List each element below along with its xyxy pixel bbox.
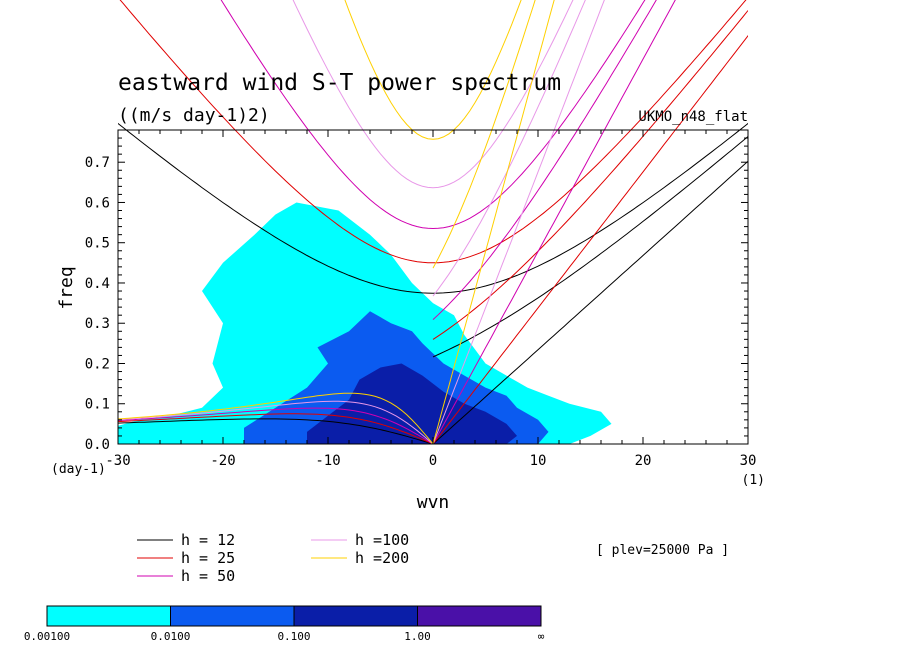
rossby-curve-h50 — [118, 407, 434, 444]
legend-label: h =200 — [355, 549, 409, 567]
mrg-curve-h25 — [432, 10, 748, 340]
rossby-curve-h12 — [118, 418, 434, 444]
legend-label: h =100 — [355, 531, 409, 549]
colorbar-label: 1.00 — [404, 630, 431, 643]
rossby-curve-h25 — [118, 413, 434, 444]
x-tick-label: 0 — [429, 453, 437, 469]
mrg-curve-h12 — [432, 136, 748, 358]
chart-title: eastward wind S-T power spectrum — [118, 70, 561, 96]
x-tick-label: 30 — [740, 453, 757, 469]
y-tick-label: 0.7 — [85, 155, 110, 171]
x-tick-label: -20 — [210, 453, 235, 469]
y-axis-label: freq — [56, 266, 77, 309]
y-tick-label: 0.5 — [85, 236, 110, 252]
y-tick-label: 0.3 — [85, 316, 110, 332]
kelvin-curve-h100 — [432, 0, 605, 444]
y-axis-unit: (day-1) — [51, 462, 106, 477]
model-label: UKMO_n48_flat — [638, 109, 748, 125]
x-axis-unit: (1) — [742, 473, 765, 488]
y-tick-label: 0.1 — [85, 397, 110, 413]
kelvin-curve-h25 — [432, 34, 748, 444]
x-tick-label: -10 — [315, 453, 340, 469]
legend-label: h = 25 — [181, 549, 235, 567]
x-axis-label: wvn — [417, 492, 450, 513]
colorbar-label: ∞ — [538, 630, 545, 643]
colorbar-swatch — [293, 605, 418, 627]
mrg-curve-h200 — [432, 0, 536, 269]
x-tick-label: 20 — [635, 453, 652, 469]
colorbar: 0.00100 0.0100 0.100 1.00 ∞ — [24, 605, 545, 643]
x-tick-label: -30 — [105, 453, 130, 469]
x-tick-label: 10 — [530, 453, 547, 469]
legend-label: h = 50 — [181, 567, 235, 585]
rossby-curve-h200 — [118, 392, 434, 444]
level-note: [ plev=25000 Pa ] — [596, 543, 729, 558]
dispersion-curves — [118, 0, 748, 444]
rossby-curve-h100 — [118, 400, 434, 444]
y-tick-label: 0.6 — [85, 195, 110, 211]
gravity-curve-h50 — [220, 0, 646, 230]
mrg-curve-h50 — [432, 0, 657, 320]
gravity-curve-h100 — [292, 0, 574, 189]
tick-labels: -30 -20 -10 0 10 20 30 0.0 0.1 0.2 0.3 0.4 0.5 0.6 0.7 — [85, 155, 757, 469]
y-tick-label: 0.2 — [85, 356, 110, 372]
mrg-curve-h100 — [432, 0, 586, 297]
kelvin-curve-h12 — [432, 160, 748, 444]
colorbar-swatch — [417, 605, 542, 627]
colorbar-label: 0.0100 — [151, 630, 191, 643]
y-tick-label: 0.4 — [85, 276, 110, 292]
y-tick-label: 0.0 — [85, 437, 110, 453]
legend-label: h = 12 — [181, 531, 235, 549]
colorbar-label: 0.100 — [277, 630, 310, 643]
gravity-curve-h25 — [119, 0, 747, 264]
kelvin-curve-h200 — [432, 0, 555, 444]
power-regions — [118, 202, 612, 444]
power-region-3 — [307, 363, 517, 444]
colorbar-swatch — [170, 605, 295, 627]
axis-ticks — [117, 130, 749, 445]
gravity-curve-h200 — [344, 0, 522, 140]
units-label: ((m/s day-1)2) — [118, 105, 270, 126]
colorbar-swatch — [46, 605, 171, 627]
gravity-curve-h12 — [118, 122, 748, 294]
colorbar-label: 0.00100 — [24, 630, 70, 643]
kelvin-curve-h50 — [432, 0, 676, 444]
